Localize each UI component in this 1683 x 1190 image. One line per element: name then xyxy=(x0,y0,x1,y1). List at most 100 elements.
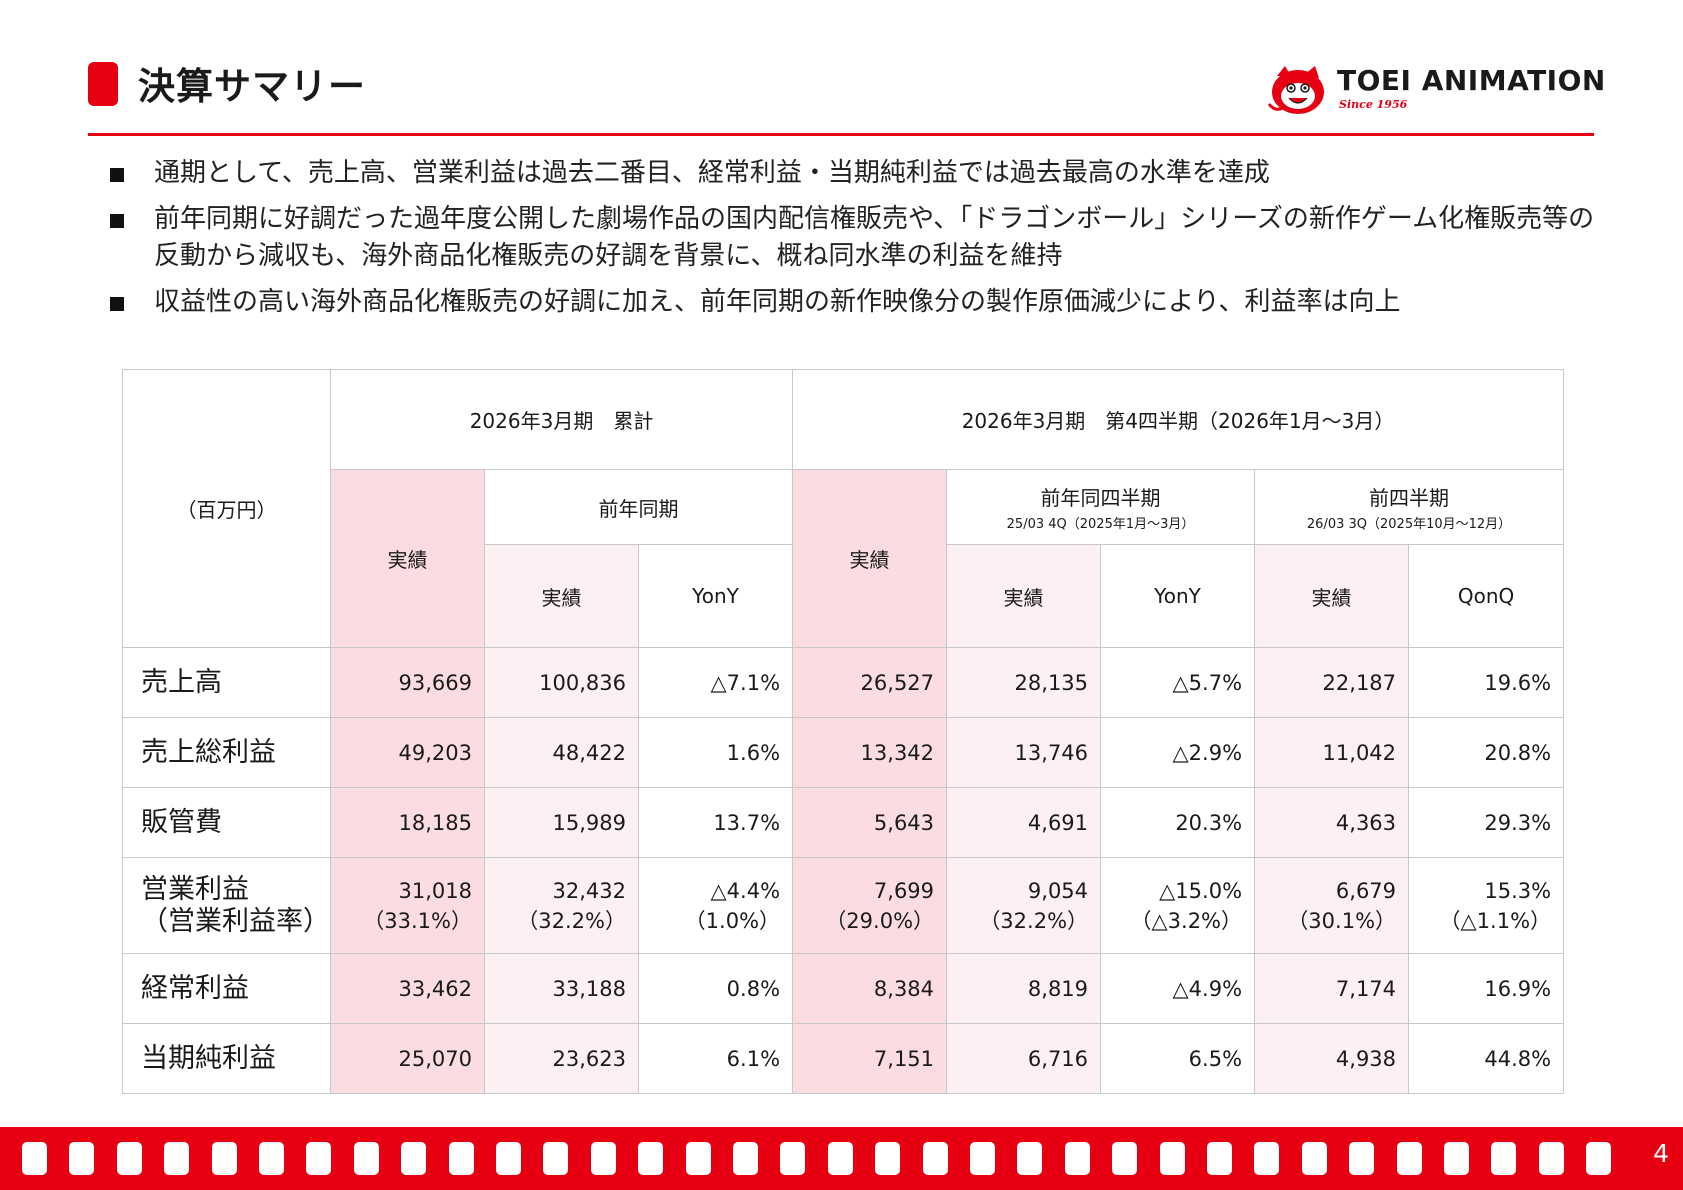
film-perforation xyxy=(306,1142,332,1175)
film-perforation xyxy=(827,1142,853,1175)
film-perforation xyxy=(1064,1142,1090,1175)
header-prev-quarter-label: 前四半期 xyxy=(1369,486,1450,510)
cell-value: 20.3% xyxy=(1100,787,1256,858)
cell-value: 33,188 xyxy=(484,953,639,1024)
table-header-row: 実績 前年同期 実績 前年同四半期 25/03 4Q（2025年1月～3月） 前… xyxy=(123,469,1565,648)
cell-value-sub: （△3.2%） xyxy=(1130,908,1243,933)
row-label-sub: （営業利益率） xyxy=(141,905,330,937)
row-label: 販管費 xyxy=(122,787,331,858)
cell-value: 16.9% xyxy=(1408,953,1565,1024)
film-perforation xyxy=(733,1142,758,1175)
film-perforation xyxy=(1207,1142,1232,1175)
toei-mascot-icon xyxy=(1267,66,1324,114)
cell-value: 4,691 xyxy=(946,787,1102,858)
cell-value-main: △15.0% xyxy=(1159,878,1243,903)
cell-value-main: 32,432 xyxy=(552,878,626,903)
cell-value: △15.0% （△3.2%） xyxy=(1100,857,1256,954)
financial-summary-table: （百万円） 2026年3月期 累計 2026年3月期 第4四半期（2026年1月… xyxy=(122,369,1565,1094)
header-actual: 実績 xyxy=(792,469,948,648)
film-perforation xyxy=(1112,1142,1138,1175)
page-title: 決算サマリー xyxy=(138,65,366,108)
cell-value: 33,462 xyxy=(330,953,485,1024)
bullet-square-icon xyxy=(110,168,124,182)
table-row: 売上高 93,669 100,836 △7.1% 26,527 28,135 △… xyxy=(122,647,1565,718)
table-row: 営業利益 （営業利益率） 31,018 （33.1%） 32,432 （32.2%）… xyxy=(122,857,1565,954)
table-row: 当期純利益 25,070 23,623 6.1% 7,151 6,716 6.5… xyxy=(122,1023,1565,1094)
film-perforation xyxy=(259,1142,284,1175)
cell-value: 8,384 xyxy=(792,953,948,1024)
row-label-main: 営業利益 xyxy=(141,873,249,905)
table-row: 経常利益 33,462 33,188 0.8% 8,384 8,819 △4.9… xyxy=(122,953,1565,1024)
film-perforation xyxy=(1254,1142,1280,1175)
table-header-row: 実績 YonY 実績 YonY 実績 QonQ xyxy=(123,544,1565,648)
cell-value-sub: （30.1%） xyxy=(1287,908,1397,933)
film-perforation xyxy=(543,1142,569,1175)
table-row: 売上総利益 49,203 48,422 1.6% 13,342 13,746 △… xyxy=(122,717,1565,788)
cell-value: 100,836 xyxy=(484,647,639,718)
header-prev-year-quarter-sub: 25/03 4Q（2025年1月～3月） xyxy=(1006,517,1195,532)
row-label: 当期純利益 xyxy=(122,1023,331,1094)
cell-value-sub: （△1.1%） xyxy=(1439,908,1552,933)
cell-value: △7.1% xyxy=(637,647,794,718)
header-q4: 2026年3月期 第4四半期（2026年1月～3月） xyxy=(792,369,1565,470)
cell-value-sub: （33.1%） xyxy=(363,908,472,933)
cell-value: 15.3% （△1.1%） xyxy=(1408,857,1565,954)
cell-value: 28,135 xyxy=(946,647,1102,718)
film-perforation xyxy=(1301,1142,1327,1175)
film-perforation xyxy=(1586,1142,1612,1175)
cell-value-main: 31,018 xyxy=(398,878,472,903)
cell-value-sub: （32.2%） xyxy=(517,908,626,933)
film-strip-footer: 4 xyxy=(0,1127,1683,1190)
header-prev-year-quarter: 前年同四半期 25/03 4Q（2025年1月～3月） xyxy=(946,469,1256,545)
cell-value: 20.8% xyxy=(1408,717,1565,788)
film-perforation xyxy=(922,1142,948,1175)
cell-value: 6,716 xyxy=(946,1023,1102,1094)
cell-value-sub: （1.0%） xyxy=(684,908,781,933)
cell-value: △5.7% xyxy=(1100,647,1256,718)
cell-value: △4.4% （1.0%） xyxy=(637,857,794,954)
bullet-text: 前年同期に好調だった過年度公開した劇場作品の国内配信権販売や、「ドラゴンボール」… xyxy=(154,204,1595,271)
cell-value-main: 15.3% xyxy=(1484,878,1552,903)
film-perforation xyxy=(1396,1142,1422,1175)
cell-value: 44.8% xyxy=(1408,1023,1565,1094)
bullet-text: 収益性の高い海外商品化権販売の好調に加え、前年同期の新作映像分の製作原価減少によ… xyxy=(154,287,1401,317)
header-divider xyxy=(88,133,1594,136)
cell-value: 22,187 xyxy=(1254,647,1410,718)
film-perforation xyxy=(116,1142,142,1175)
film-perforation xyxy=(590,1142,616,1175)
film-perforation xyxy=(1444,1142,1469,1175)
film-perforation xyxy=(638,1142,664,1175)
film-perforation xyxy=(1159,1142,1185,1175)
cell-value: 32,432 （32.2%） xyxy=(484,857,639,954)
film-perforation xyxy=(22,1142,47,1175)
cell-value: 93,669 xyxy=(330,647,485,718)
logo-since-text: Since 1956 xyxy=(1339,98,1408,111)
cell-value: 5,643 xyxy=(792,787,948,858)
film-perforation xyxy=(401,1142,427,1175)
header-actual: 実績 xyxy=(330,469,485,648)
cell-value: 13.7% xyxy=(637,787,794,858)
table-row: 販管費 18,185 15,989 13.7% 5,643 4,691 20.3… xyxy=(122,787,1565,858)
cell-value-sub: （32.2%） xyxy=(979,908,1089,933)
bullet-square-icon xyxy=(110,214,124,228)
cell-value: 4,363 xyxy=(1254,787,1410,858)
cell-value: 6.5% xyxy=(1100,1023,1256,1094)
bullet-item: 前年同期に好調だった過年度公開した劇場作品の国内配信権販売や、「ドラゴンボール」… xyxy=(108,201,1608,275)
cell-value: 0.8% xyxy=(637,953,794,1024)
cell-value: 15,989 xyxy=(484,787,639,858)
bullet-text: 通期として、売上高、営業利益は過去二番目、経常利益・当期純利益では過去最高の水準… xyxy=(154,158,1270,188)
summary-bullets: 通期として、売上高、営業利益は過去二番目、経常利益・当期純利益では過去最高の水準… xyxy=(108,155,1608,330)
row-label: 営業利益 （営業利益率） xyxy=(122,857,331,954)
cell-value-main: 9,054 xyxy=(1027,878,1089,903)
film-perforation xyxy=(496,1142,521,1175)
header-prev-quarter-sub: 26/03 3Q（2025年10月～12月） xyxy=(1306,517,1512,532)
film-perforation xyxy=(164,1142,190,1175)
cell-value: 7,174 xyxy=(1254,953,1410,1024)
table-header-row: （百万円） 2026年3月期 累計 2026年3月期 第4四半期（2026年1月… xyxy=(122,369,1565,648)
unit-label: （百万円） xyxy=(122,369,331,648)
cell-value-main: 7,699 xyxy=(873,878,935,903)
cell-value: 48,422 xyxy=(484,717,639,788)
film-perforation xyxy=(1491,1142,1517,1175)
cell-value: 49,203 xyxy=(330,717,485,788)
film-perforation xyxy=(1017,1142,1043,1175)
